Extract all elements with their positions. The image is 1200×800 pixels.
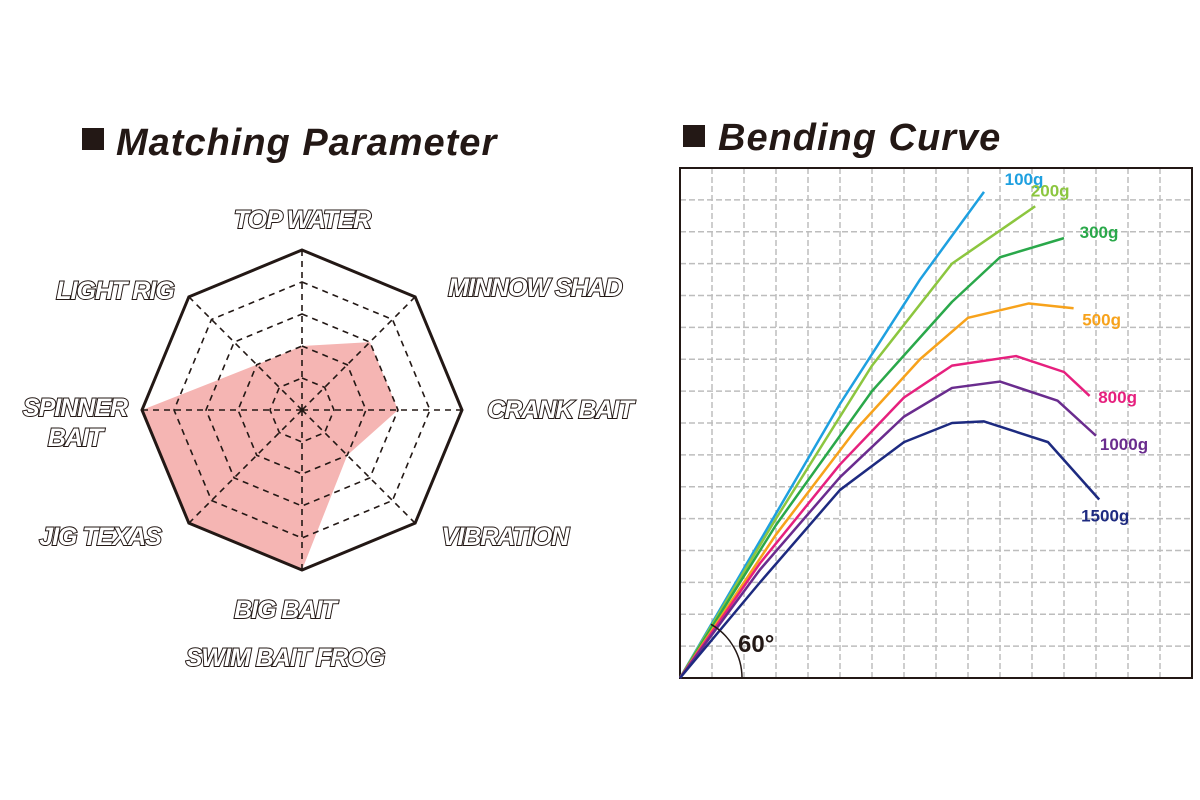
- series-label: 100g: [1005, 170, 1044, 189]
- plot-frame: [679, 167, 1193, 679]
- category-label: LIGHT RIG: [55, 276, 175, 306]
- series-label: 800g: [1098, 388, 1137, 407]
- radar-ring: [205, 313, 399, 507]
- radar-spoke: [301, 296, 416, 411]
- angle-label: 60°: [738, 631, 774, 658]
- category-label: JIG TEXAS: [38, 522, 163, 552]
- radar-spoke: [301, 409, 416, 524]
- angle-arc: [710, 623, 743, 679]
- series-label: 300g: [1080, 223, 1119, 242]
- series-label: 500g: [1082, 310, 1121, 329]
- category-label: CRANK BAIT: [486, 395, 635, 425]
- radar-spoke: [188, 409, 303, 524]
- bend-curve: [678, 205, 1036, 679]
- category-label: MINNOW SHAD: [447, 273, 624, 303]
- bend-curve: [678, 354, 1091, 679]
- category-label: BIG BAIT SWIM BAIT FROG: [185, 595, 386, 673]
- curve-title: Bending Curve: [718, 117, 1001, 159]
- category-label: TOP WATER: [233, 205, 372, 235]
- bend-curve: [678, 236, 1065, 679]
- bend-curve: [678, 191, 986, 679]
- bend-curve: [679, 420, 1101, 679]
- series-label: 1000g: [1100, 435, 1148, 454]
- series-label: 1500g: [1081, 507, 1129, 526]
- radar-ring: [173, 281, 431, 539]
- radar-spoke: [188, 296, 303, 411]
- category-label: VIBRATION: [441, 522, 571, 552]
- bend-curve: [678, 380, 1097, 679]
- series-label: 200g: [1031, 181, 1070, 200]
- title-square: [683, 125, 705, 147]
- radar-area: [142, 342, 398, 570]
- category-label: SPINNER BAIT: [22, 393, 129, 453]
- bend-curve: [678, 302, 1074, 679]
- title-square: [82, 128, 104, 150]
- radar-title: Matching Parameter: [116, 122, 498, 164]
